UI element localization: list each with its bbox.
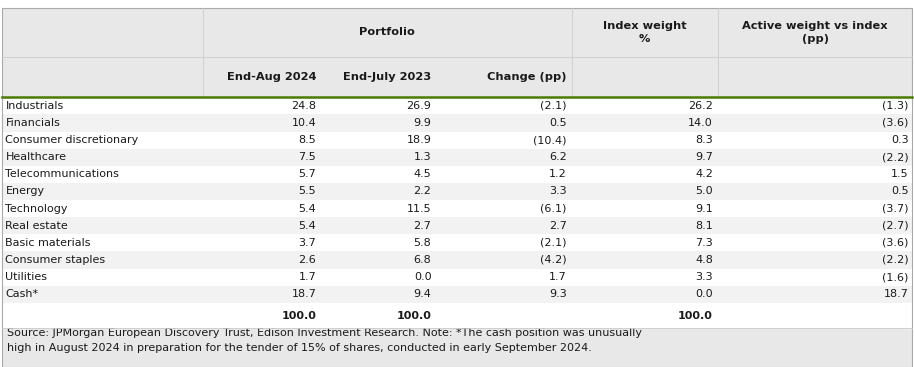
Text: 9.7: 9.7 [695, 152, 713, 162]
Text: 5.8: 5.8 [414, 238, 431, 248]
Text: 100.0: 100.0 [397, 310, 431, 321]
Bar [2, 234, 912, 251]
Text: End-Aug 2024: End-Aug 2024 [227, 72, 316, 82]
Text: 0.0: 0.0 [414, 272, 431, 282]
Bar [2, 8, 912, 57]
Text: Utilities: Utilities [5, 272, 48, 282]
Text: Technology: Technology [5, 204, 68, 214]
Text: (1.6): (1.6) [882, 272, 909, 282]
Text: 5.0: 5.0 [696, 186, 713, 196]
Text: (2.1): (2.1) [540, 101, 567, 111]
Text: Financials: Financials [5, 118, 60, 128]
Text: Real estate: Real estate [5, 221, 69, 231]
Text: Source: JPMorgan European Discovery Trust, Edison Investment Research. Note: *Th: Source: JPMorgan European Discovery Trus… [7, 328, 643, 353]
Text: 11.5: 11.5 [407, 204, 431, 214]
Text: 0.5: 0.5 [891, 186, 909, 196]
Text: Cash*: Cash* [5, 289, 38, 299]
Text: (2.7): (2.7) [882, 221, 909, 231]
Text: 100.0: 100.0 [282, 310, 316, 321]
Text: (2.2): (2.2) [882, 255, 909, 265]
Bar [2, 115, 912, 131]
Bar [2, 149, 912, 166]
Text: 100.0: 100.0 [678, 310, 713, 321]
Text: 5.5: 5.5 [299, 186, 316, 196]
Text: Energy: Energy [5, 186, 45, 196]
Text: 1.7: 1.7 [299, 272, 316, 282]
Text: Active weight vs index
(pp): Active weight vs index (pp) [742, 21, 888, 44]
Bar [2, 183, 912, 200]
Text: 8.1: 8.1 [696, 221, 713, 231]
Bar [2, 131, 912, 149]
Text: 7.5: 7.5 [299, 152, 316, 162]
Text: 2.2: 2.2 [413, 186, 431, 196]
Text: (10.4): (10.4) [533, 135, 567, 145]
Text: 9.9: 9.9 [413, 118, 431, 128]
Text: (6.1): (6.1) [540, 204, 567, 214]
Text: 3.3: 3.3 [549, 186, 567, 196]
Text: 0.0: 0.0 [696, 289, 713, 299]
Text: Industrials: Industrials [5, 101, 64, 111]
Text: 0.3: 0.3 [891, 135, 909, 145]
Text: 5.4: 5.4 [299, 204, 316, 214]
Bar [2, 217, 912, 234]
Text: 2.7: 2.7 [413, 221, 431, 231]
Text: 1.3: 1.3 [414, 152, 431, 162]
Text: 6.2: 6.2 [549, 152, 567, 162]
Text: 9.4: 9.4 [413, 289, 431, 299]
Text: (2.2): (2.2) [882, 152, 909, 162]
Text: 18.7: 18.7 [884, 289, 909, 299]
Text: Healthcare: Healthcare [5, 152, 67, 162]
Text: Telecommunications: Telecommunications [5, 169, 120, 179]
Text: 7.3: 7.3 [696, 238, 713, 248]
Text: 4.5: 4.5 [414, 169, 431, 179]
Text: (3.6): (3.6) [882, 118, 909, 128]
Text: (3.7): (3.7) [882, 204, 909, 214]
Bar [2, 303, 912, 328]
Text: 26.9: 26.9 [407, 101, 431, 111]
Text: 24.8: 24.8 [292, 101, 316, 111]
Bar [2, 286, 912, 303]
Text: 4.2: 4.2 [695, 169, 713, 179]
Text: 6.8: 6.8 [414, 255, 431, 265]
Text: (2.1): (2.1) [540, 238, 567, 248]
Text: (3.6): (3.6) [882, 238, 909, 248]
Text: 3.3: 3.3 [696, 272, 713, 282]
Text: 3.7: 3.7 [299, 238, 316, 248]
Text: 4.8: 4.8 [695, 255, 713, 265]
Bar [2, 97, 912, 115]
Text: 10.4: 10.4 [292, 118, 316, 128]
Text: (4.2): (4.2) [540, 255, 567, 265]
Text: 5.7: 5.7 [299, 169, 316, 179]
Bar [2, 166, 912, 183]
Text: End-July 2023: End-July 2023 [343, 72, 431, 82]
Text: Consumer discretionary: Consumer discretionary [5, 135, 139, 145]
Bar [2, 251, 912, 269]
Text: Portfolio: Portfolio [359, 28, 414, 37]
Text: Basic materials: Basic materials [5, 238, 91, 248]
Text: 0.5: 0.5 [549, 118, 567, 128]
Text: 2.6: 2.6 [299, 255, 316, 265]
Text: Change (pp): Change (pp) [487, 72, 567, 82]
Text: 1.2: 1.2 [549, 169, 567, 179]
Text: 8.5: 8.5 [299, 135, 316, 145]
Bar [2, 328, 912, 367]
Bar [2, 200, 912, 217]
Text: 9.1: 9.1 [696, 204, 713, 214]
Text: 2.7: 2.7 [548, 221, 567, 231]
Text: 1.5: 1.5 [891, 169, 909, 179]
Text: Consumer staples: Consumer staples [5, 255, 106, 265]
Text: 18.7: 18.7 [292, 289, 316, 299]
Bar [2, 269, 912, 286]
Text: 26.2: 26.2 [688, 101, 713, 111]
Text: Index weight
%: Index weight % [602, 21, 686, 44]
Text: 18.9: 18.9 [407, 135, 431, 145]
Text: 8.3: 8.3 [696, 135, 713, 145]
Text: 9.3: 9.3 [549, 289, 567, 299]
Text: 1.7: 1.7 [549, 272, 567, 282]
Text: 5.4: 5.4 [299, 221, 316, 231]
Text: 14.0: 14.0 [688, 118, 713, 128]
Bar [2, 57, 912, 97]
Text: (1.3): (1.3) [882, 101, 909, 111]
